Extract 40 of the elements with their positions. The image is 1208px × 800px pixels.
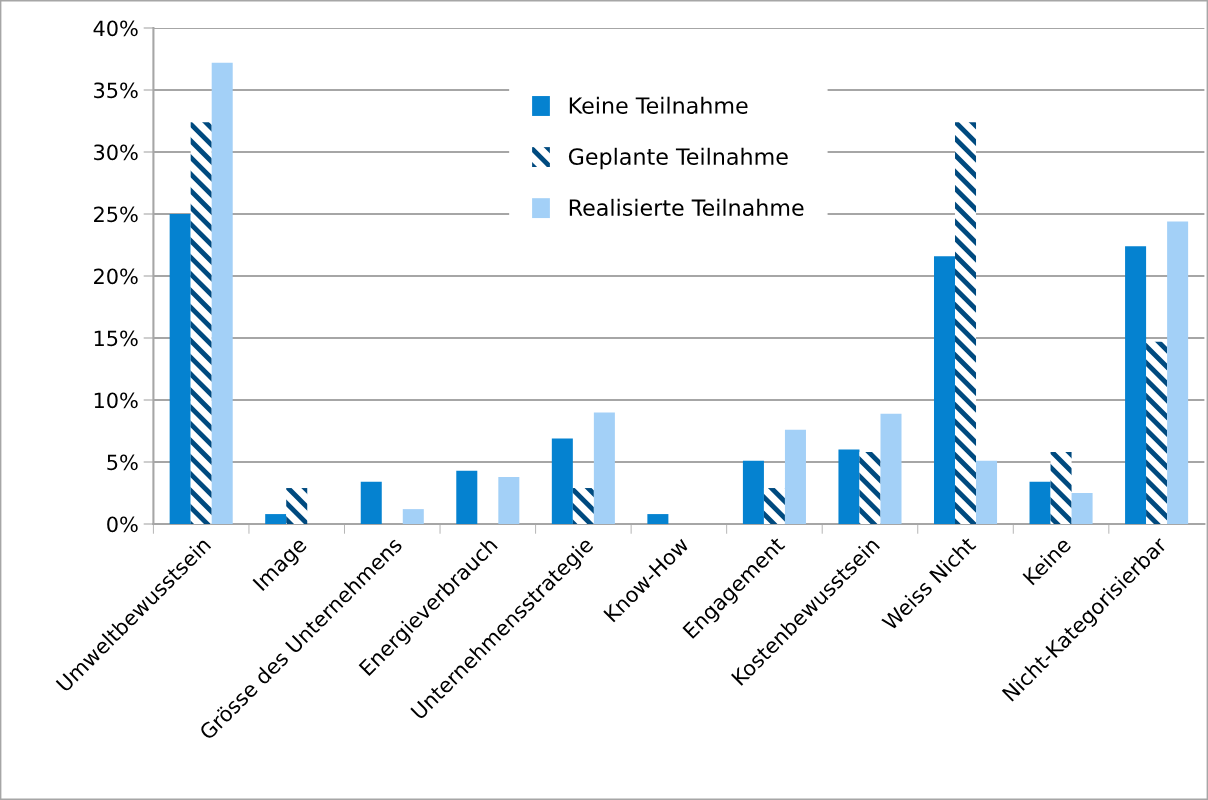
- bar: [551, 438, 573, 524]
- y-tick-label: 0%: [107, 516, 138, 533]
- bar: [265, 514, 287, 524]
- bar: [1050, 452, 1072, 524]
- bar: [1125, 246, 1147, 524]
- bar: [838, 449, 860, 524]
- y-tick-label: 25%: [94, 206, 138, 223]
- bar: [572, 488, 594, 524]
- bar: [1071, 493, 1093, 524]
- bar: [402, 509, 424, 524]
- bar: [647, 514, 669, 524]
- y-tick-label: 30%: [94, 144, 138, 161]
- bar: [593, 412, 615, 524]
- bar: [211, 62, 233, 524]
- bar: [784, 429, 806, 524]
- bar: [1167, 221, 1189, 524]
- legend-label: Geplante Teilnahme: [568, 147, 788, 170]
- y-tick-label: 15%: [94, 330, 138, 347]
- bar: [880, 413, 902, 524]
- bar: [190, 122, 212, 524]
- legend-label: Realisierte Teilnahme: [569, 198, 804, 217]
- bar: [742, 460, 764, 524]
- bar: [955, 122, 977, 524]
- bar: [1146, 341, 1168, 524]
- bar: [859, 452, 881, 524]
- bar: [933, 256, 956, 524]
- bar: [763, 488, 785, 524]
- bar: [360, 481, 382, 524]
- bar: [498, 476, 520, 524]
- y-tick-label: 5%: [107, 454, 138, 471]
- bar: [286, 488, 308, 524]
- legend-label: Keine Teilnahme: [569, 96, 748, 114]
- y-tick-label: 40%: [93, 20, 138, 37]
- bar: [1029, 481, 1051, 524]
- bar: [976, 460, 998, 524]
- bar: [169, 214, 191, 524]
- y-tick-label: 10%: [94, 392, 138, 409]
- bar: [456, 470, 478, 524]
- y-tick-label: 35%: [94, 82, 138, 99]
- y-tick-label: 20%: [94, 268, 138, 285]
